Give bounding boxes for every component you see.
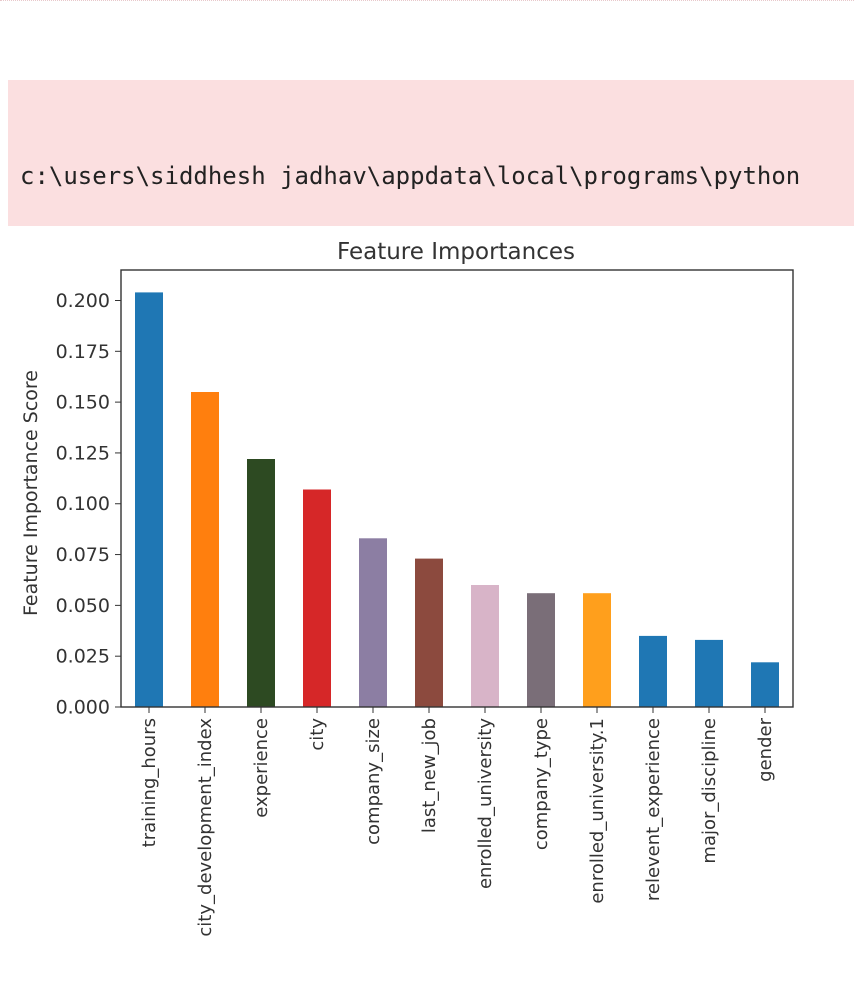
x-tick-label: major_discipline	[699, 718, 720, 864]
bar-last-new-job	[415, 558, 443, 707]
x-tick-label: company_type	[531, 718, 552, 850]
y-tick-label: 0.050	[56, 595, 110, 617]
y-tick-label: 0.000	[56, 697, 110, 719]
x-tick-label: enrolled_university	[475, 718, 496, 889]
x-tick-label: city_development_index	[195, 718, 216, 937]
bar-relevent-experience	[639, 635, 667, 707]
x-tick-label: city	[307, 718, 328, 751]
bar-enrolled-university	[471, 585, 499, 707]
bar-city-development-index	[191, 392, 219, 707]
chart-title: Feature Importances	[337, 239, 575, 265]
bar-company-size	[359, 538, 387, 707]
bar-major-discipline	[695, 639, 723, 707]
x-tick-label: last_new_job	[419, 718, 440, 833]
y-tick-label: 0.025	[56, 646, 110, 668]
y-tick-label: 0.200	[56, 290, 110, 312]
bar-enrolled-university-1	[583, 593, 611, 707]
y-tick-label: 0.175	[56, 341, 110, 363]
cell-separator-line	[0, 0, 854, 1]
x-tick-label: relevent_experience	[643, 718, 664, 901]
x-tick-label: company_size	[363, 718, 384, 845]
bar-city	[303, 489, 331, 707]
plot-frame	[120, 269, 794, 708]
feature-importance-chart: Feature Importances Feature Importance S…	[20, 239, 794, 937]
x-tick-label: training_hours	[139, 718, 160, 847]
x-tick-label: experience	[251, 718, 272, 818]
stderr-output: c:\users\siddhesh jadhav\appdata\local\p…	[8, 80, 854, 226]
x-tick-label: enrolled_university.1	[587, 718, 608, 904]
plot-area: training_hours city_development_index expe…	[56, 269, 794, 937]
stderr-line: c:\users\siddhesh jadhav\appdata\local\p…	[20, 162, 801, 190]
x-tick-label: gender	[755, 717, 776, 781]
bar-experience	[247, 459, 275, 707]
bar-company-type	[527, 593, 555, 707]
y-tick-label: 0.075	[56, 544, 110, 566]
y-tick-label: 0.100	[56, 493, 110, 515]
y-tick-label: 0.150	[56, 392, 110, 414]
y-axis-label: Feature Importance Score	[20, 370, 42, 616]
y-tick-label: 0.125	[56, 442, 110, 464]
bar-training-hours	[135, 292, 163, 707]
bar-gender	[751, 662, 779, 707]
